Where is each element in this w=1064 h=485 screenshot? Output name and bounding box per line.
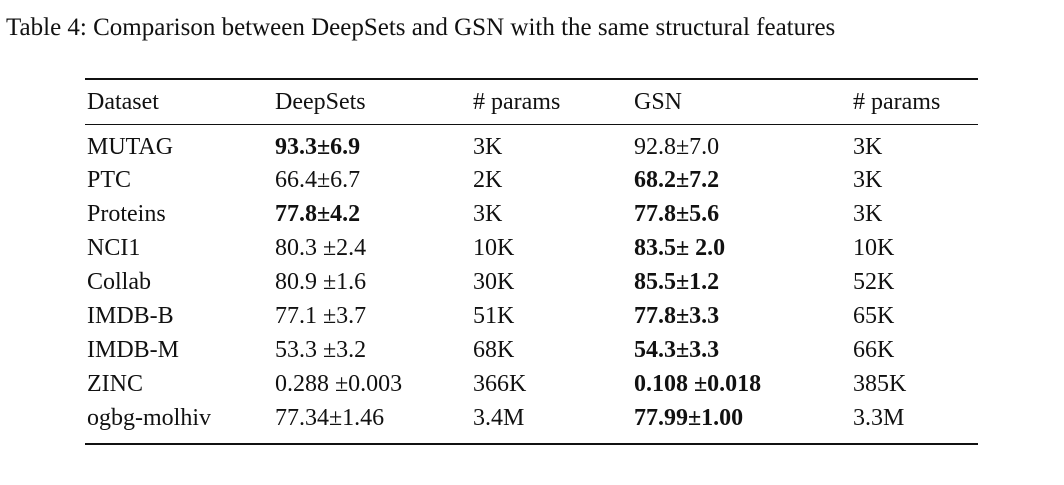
table-cell: 54.3±3.3 xyxy=(634,336,720,363)
table-cell: 2K xyxy=(473,166,503,193)
table-row: PTC 66.4±6.7 2K 68.2±7.2 3K xyxy=(85,163,978,197)
table-cell: 0.108 ±0.018 xyxy=(634,370,762,397)
table-cell: 92.8±7.0 xyxy=(634,133,720,160)
table-cell: 66K xyxy=(853,336,895,363)
table-cell: 77.99±1.00 xyxy=(632,401,851,445)
table-row: ZINC 0.288 ±0.003 366K 0.108 ±0.018 385K xyxy=(85,367,978,401)
table-cell: IMDB-M xyxy=(87,336,180,363)
table-cell: NCI1 xyxy=(87,234,141,261)
table-cell: 3K xyxy=(473,133,503,160)
table-row: NCI1 80.3 ±2.4 10K 83.5± 2.0 10K xyxy=(85,231,978,265)
header-cell: DeepSets xyxy=(273,78,471,125)
table-cell: Collab xyxy=(87,268,151,295)
table-cell: 3K xyxy=(473,200,503,227)
header-cell: # params xyxy=(471,78,632,125)
table-cell: 80.3 ±2.4 xyxy=(275,234,367,261)
table-cell: 83.5± 2.0 xyxy=(634,234,726,261)
header-cell: Dataset xyxy=(85,78,273,125)
table-cell: Proteins xyxy=(87,200,166,227)
table-cell: 65K xyxy=(853,302,895,329)
table-cell: 30K xyxy=(473,268,515,295)
table-cell: 10K xyxy=(853,234,895,261)
table-row: IMDB-B 77.1 ±3.7 51K 77.8±3.3 65K xyxy=(85,299,978,333)
table-cell: PTC xyxy=(87,166,132,193)
table-cell: 68K xyxy=(473,336,515,363)
table-row: ogbg-molhiv 77.34±1.46 3.4M 77.99±1.00 3.3M xyxy=(85,401,978,445)
table-cell: 85.5±1.2 xyxy=(634,268,720,295)
table-cell: 0.288 ±0.003 xyxy=(275,370,403,397)
table-cell: 77.1 ±3.7 xyxy=(275,302,367,329)
table-cell: 385K xyxy=(853,370,907,397)
table-body: MUTAG 93.3±6.9 3K 92.8±7.0 3K PTC 66.4±6.7 2K 68… xyxy=(85,125,978,445)
table: Dataset DeepSets # params GSN # params M… xyxy=(85,78,978,445)
table-header: Dataset DeepSets # params GSN # params xyxy=(85,78,978,125)
table-cell: 77.8±5.6 xyxy=(634,200,720,227)
table-cell: 80.9 ±1.6 xyxy=(275,268,367,295)
table-row: IMDB-M 53.3 ±3.2 68K 54.3±3.3 66K xyxy=(85,333,978,367)
table-cell: IMDB-B xyxy=(87,302,174,329)
table-row: Proteins 77.8±4.2 3K 77.8±5.6 3K xyxy=(85,197,978,231)
table-cell: 3.3M xyxy=(851,401,978,445)
table-cell: 10K xyxy=(473,234,515,261)
table-cell: ogbg-molhiv xyxy=(85,401,273,445)
table-cell: 68.2±7.2 xyxy=(634,166,720,193)
table-cell: 77.8±4.2 xyxy=(275,200,361,227)
table-cell: 53.3 ±3.2 xyxy=(275,336,367,363)
table-cell: MUTAG xyxy=(87,133,174,160)
table-row: MUTAG 93.3±6.9 3K 92.8±7.0 3K xyxy=(85,125,978,164)
table-cell: 66.4±6.7 xyxy=(275,166,361,193)
table-cell: 3K xyxy=(853,133,883,160)
caption: Table 4: Comparison between DeepSets and… xyxy=(6,14,836,41)
header-cell: GSN xyxy=(632,78,851,125)
table-cell: 366K xyxy=(473,370,527,397)
table-cell: 77.34±1.46 xyxy=(273,401,471,445)
table-cell: 52K xyxy=(853,268,895,295)
table-cell: 3K xyxy=(853,200,883,227)
table-cell: 3K xyxy=(853,166,883,193)
table-row: Collab 80.9 ±1.6 30K 85.5±1.2 52K xyxy=(85,265,978,299)
table-cell: 93.3±6.9 xyxy=(275,133,361,160)
table-cell: 77.8±3.3 xyxy=(634,302,720,329)
table-cell: ZINC xyxy=(87,370,143,397)
table-cell: 51K xyxy=(473,302,515,329)
header-cell: # params xyxy=(851,78,978,125)
table-cell: 3.4M xyxy=(471,401,632,445)
